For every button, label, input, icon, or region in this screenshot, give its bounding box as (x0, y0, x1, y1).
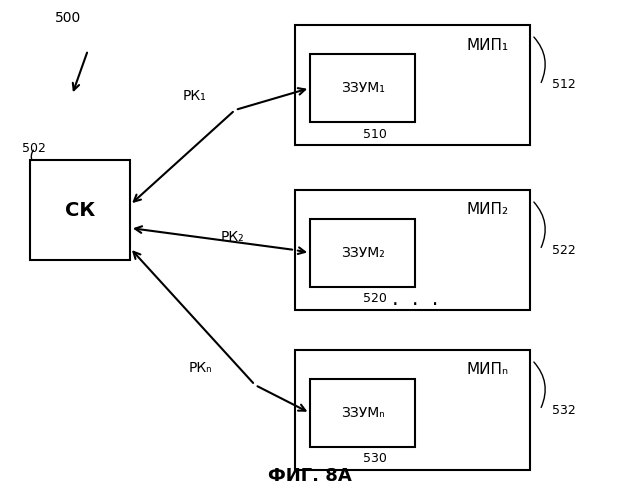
Text: РКₙ: РКₙ (188, 361, 212, 375)
Text: ЗЗУМₙ: ЗЗУМₙ (340, 406, 384, 420)
Text: 512: 512 (552, 78, 576, 92)
Bar (295, 190, 530, 310)
Bar (310, 54, 415, 122)
Text: 530: 530 (363, 452, 386, 466)
Text: СК: СК (65, 200, 95, 220)
Bar (30, 160, 130, 260)
Bar (310, 379, 415, 447)
Text: РК₁: РК₁ (183, 89, 207, 103)
Text: 520: 520 (363, 292, 386, 306)
Text: ·  ·  ·: · · · (392, 295, 438, 315)
Text: МИП₁: МИП₁ (467, 38, 509, 52)
Text: 510: 510 (363, 128, 386, 140)
Text: МИП₂: МИП₂ (467, 202, 509, 218)
Text: 502: 502 (22, 142, 46, 154)
Text: 522: 522 (552, 244, 576, 256)
Bar (310, 219, 415, 287)
Text: 532: 532 (552, 404, 576, 416)
Text: ФИГ. 8А: ФИГ. 8А (268, 467, 352, 485)
Text: ЗЗУМ₁: ЗЗУМ₁ (340, 81, 384, 95)
Bar (295, 25, 530, 145)
Bar (295, 350, 530, 470)
Text: РК₂: РК₂ (220, 230, 244, 244)
Text: ЗЗУМ₂: ЗЗУМ₂ (340, 246, 384, 260)
Text: 500: 500 (55, 11, 81, 25)
Text: МИПₙ: МИПₙ (467, 362, 509, 378)
